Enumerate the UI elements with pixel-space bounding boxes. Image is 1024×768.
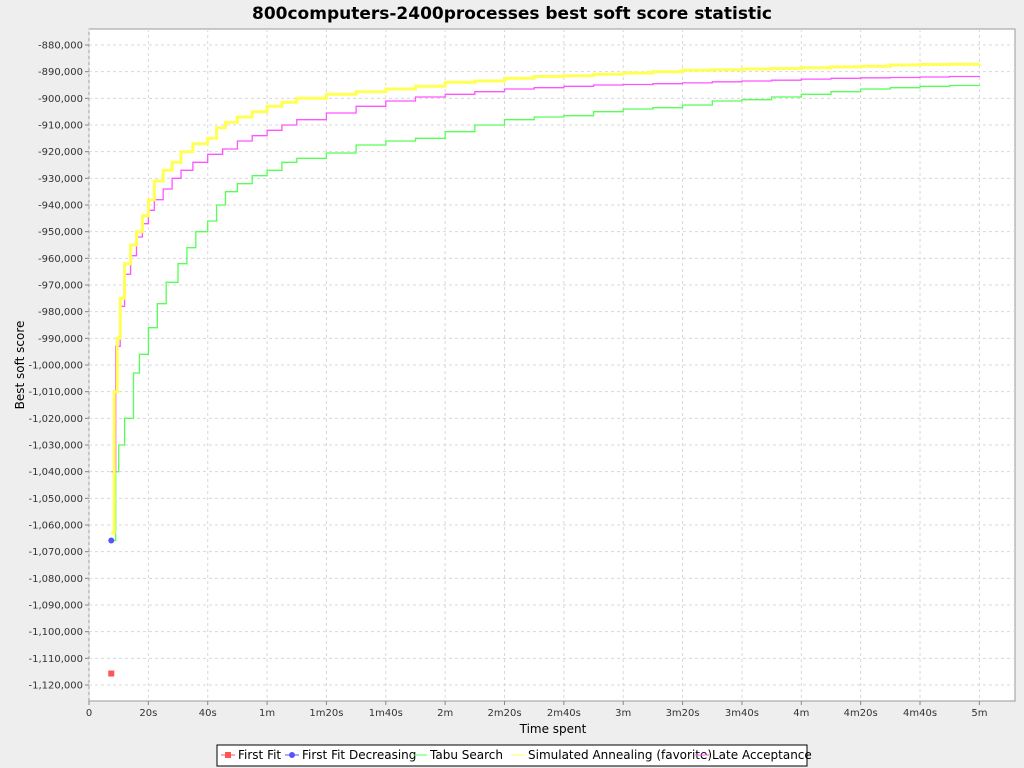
series-layer [108, 62, 981, 677]
y-tick-label: -960,000 [38, 254, 83, 265]
y-tick-label: -930,000 [38, 174, 83, 185]
x-tick-label: 40s [199, 708, 217, 719]
x-axis-label: Time spent [519, 722, 587, 736]
series-line-simulated-annealing-favorite [111, 62, 981, 535]
legend-label: Late Acceptance [712, 748, 812, 762]
x-tick-label: 0 [86, 708, 92, 719]
x-tick-label: 3m [615, 708, 631, 719]
x-tick-label: 2m20s [487, 708, 521, 719]
legend-item-simulated-annealing-favorite: Simulated Annealing (favorite) [511, 748, 712, 762]
y-tick-label: -1,060,000 [28, 521, 83, 532]
legend-marker-square [225, 752, 231, 758]
x-tick-label: 1m40s [369, 708, 403, 719]
y-tick-label: -1,030,000 [28, 441, 83, 452]
y-tick-label: -1,020,000 [28, 414, 83, 425]
y-axis-label: Best soft score [13, 321, 27, 410]
y-tick-label: -990,000 [38, 334, 83, 345]
legend-item-tabu-search: Tabu Search [413, 748, 503, 762]
legend-marker-circle [289, 752, 295, 758]
y-tick-label: -1,110,000 [28, 654, 83, 665]
y-tick-label: -1,090,000 [28, 601, 83, 612]
y-tick-label: -1,010,000 [28, 387, 83, 398]
y-tick-label: -1,040,000 [28, 467, 83, 478]
x-tick-label: 3m40s [725, 708, 759, 719]
legend-label: First Fit Decreasing [302, 748, 416, 762]
y-tick-label: -1,120,000 [28, 681, 83, 692]
y-tick-label: -950,000 [38, 227, 83, 238]
data-point-first-fit-decreasing [108, 537, 115, 544]
x-tick-label: 4m20s [844, 708, 878, 719]
series-line-tabu-search [111, 84, 981, 542]
x-tick-label: 2m [437, 708, 453, 719]
y-tick-label: -1,100,000 [28, 627, 83, 638]
legend-label: Tabu Search [429, 748, 503, 762]
y-tick-label: -890,000 [38, 67, 83, 78]
y-tick-label: -920,000 [38, 147, 83, 158]
y-tick-label: -1,080,000 [28, 574, 83, 585]
y-tick-label: -1,000,000 [28, 361, 83, 372]
y-tick-label: -940,000 [38, 201, 83, 212]
y-tick-label: -980,000 [38, 307, 83, 318]
y-tick-label: -910,000 [38, 121, 83, 132]
legend-label: First Fit [238, 748, 281, 762]
legend-item-first-fit-decreasing: First Fit Decreasing [285, 748, 416, 762]
y-tick-label: -1,050,000 [28, 494, 83, 505]
x-tick-label: 4m40s [903, 708, 937, 719]
y-tick-label: -900,000 [38, 94, 83, 105]
legend-item-first-fit: First Fit [221, 748, 281, 762]
legend-label: Simulated Annealing (favorite) [528, 748, 712, 762]
chart-title: 800computers-2400processes best soft sco… [252, 4, 772, 24]
data-point-first-fit [108, 670, 115, 677]
y-axis: -880,000 -890,000 -900,000 -910,000 -920,000… [28, 41, 89, 692]
y-tick-label: -970,000 [38, 281, 83, 292]
x-tick-label: 1m [259, 708, 275, 719]
y-tick-label: -880,000 [38, 41, 83, 52]
x-axis: 0 20s 40s 1m 1m20s 1m40s 2m 2m20s 2m40s 3m 3m20s 3m… [86, 701, 987, 719]
x-tick-label: 3m20s [666, 708, 700, 719]
x-tick-label: 20s [139, 708, 157, 719]
legend-item-late-acceptance: Late Acceptance [695, 748, 812, 762]
legend: First Fit First Fit Decreasing Tabu Search… [216, 744, 812, 767]
x-tick-label: 4m [793, 708, 809, 719]
x-tick-label: 2m40s [547, 708, 581, 719]
x-tick-label: 1m20s [309, 708, 343, 719]
grid [88, 29, 1015, 701]
y-tick-label: -1,070,000 [28, 547, 83, 558]
x-tick-label: 5m [971, 708, 987, 719]
